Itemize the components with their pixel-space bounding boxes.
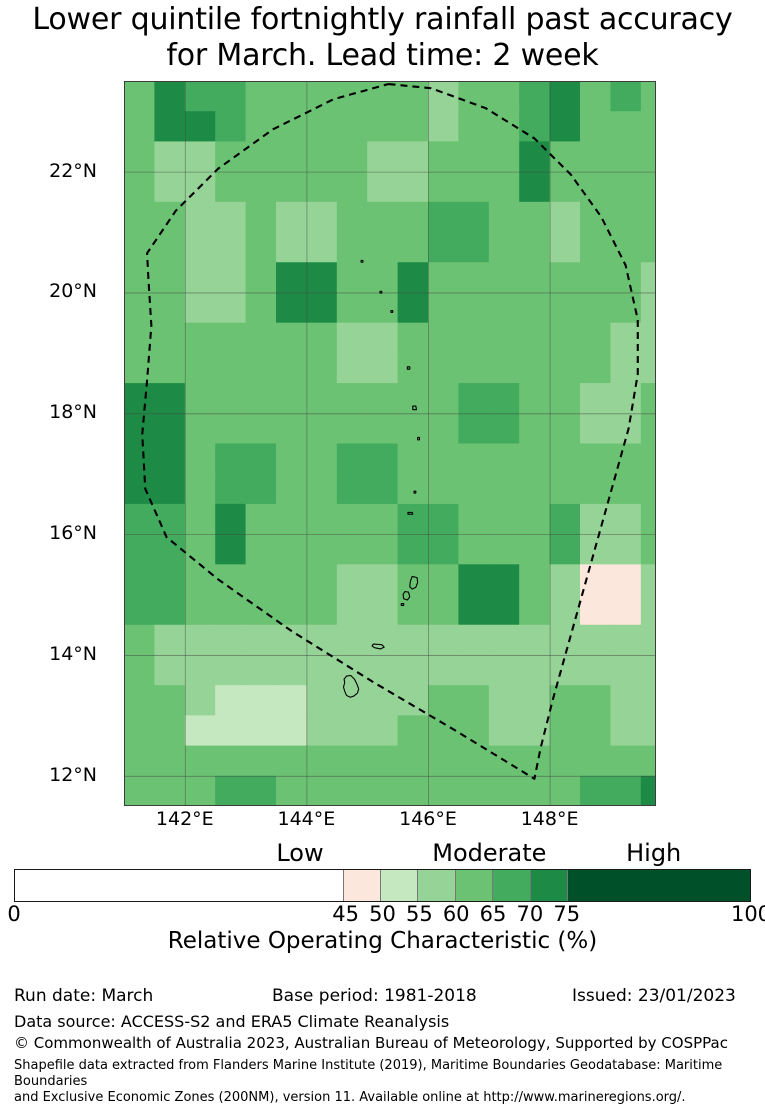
colorbar-category-high: High xyxy=(626,839,682,867)
shapefile-line-1: Shapefile data extracted from Flanders M… xyxy=(14,1058,723,1089)
colorbar-tick-50: 50 xyxy=(369,902,396,926)
latitude-tick-1: 22°N xyxy=(49,159,97,182)
colorbar-segment-50-55[interactable] xyxy=(380,870,418,901)
colorbar-segment-55-60[interactable] xyxy=(417,870,455,901)
longitude-tick-2: 144°E xyxy=(277,808,336,830)
colorbar-tick-70: 70 xyxy=(516,902,544,926)
colorbar-tick-45: 45 xyxy=(332,902,359,926)
run-date: Run date: March xyxy=(14,986,154,1006)
colorbar-category-low: Low xyxy=(276,839,324,867)
shapefile-attribution: Shapefile data extracted from Flanders M… xyxy=(14,1058,754,1106)
longitude-tick-4: 148°E xyxy=(520,808,579,830)
title-line-2: for March. Lead time: 2 week xyxy=(166,38,599,73)
roc-heatmap-canvas[interactable] xyxy=(124,81,656,806)
colorbar-tick-labels: 0 45 50 55 60 65 70 75 100 xyxy=(0,902,765,928)
colorbar[interactable] xyxy=(14,869,751,902)
colorbar-segment-65-70[interactable] xyxy=(492,870,530,901)
copyright-line: © Commonwealth of Australia 2023, Austra… xyxy=(14,1034,728,1052)
metadata-row: Run date: March Base period: 1981-2018 I… xyxy=(0,985,765,1009)
colorbar-tick-0: 0 xyxy=(7,902,21,926)
colorbar-tick-65: 65 xyxy=(479,902,507,926)
colorbar-tick-55: 55 xyxy=(405,902,433,926)
longitude-tick-1: 142°E xyxy=(155,808,214,830)
colorbar-tick-75: 75 xyxy=(553,902,581,926)
colorbar-segment-0-45[interactable] xyxy=(15,870,343,901)
colorbar-segment-75-100[interactable] xyxy=(567,870,751,901)
page-title: Lower quintile fortnightly rainfall past… xyxy=(0,0,765,74)
colorbar-tick-100: 100 xyxy=(730,902,765,926)
latitude-tick-4: 16°N xyxy=(49,522,97,545)
latitude-tick-6: 12°N xyxy=(49,763,97,786)
colorbar-segment-45-50[interactable] xyxy=(342,870,380,901)
colorbar-segment-70-75[interactable] xyxy=(529,870,568,901)
colorbar-category-moderate: Moderate xyxy=(432,839,547,867)
colorbar-segment-60-65[interactable] xyxy=(454,870,493,901)
issued-date: Issued: 23/01/2023 xyxy=(572,986,736,1006)
latitude-tick-3: 18°N xyxy=(49,401,97,424)
base-period: Base period: 1981-2018 xyxy=(272,986,477,1006)
latitude-tick-5: 14°N xyxy=(49,642,97,665)
colorbar-tick-60: 60 xyxy=(442,902,470,926)
longitude-tick-3: 146°E xyxy=(399,808,457,830)
data-source-line: Data source: ACCESS-S2 and ERA5 Climate … xyxy=(14,1012,450,1031)
colorbar-category-labels: Low Moderate High xyxy=(0,840,765,868)
title-line-1: Lower quintile fortnightly rainfall past… xyxy=(32,2,733,37)
colorbar-segments[interactable] xyxy=(14,869,751,902)
colorbar-axis-label: Relative Operating Characteristic (%) xyxy=(167,928,598,954)
shapefile-line-2: and Exclusive Economic Zones (200NM), ve… xyxy=(14,1090,686,1105)
latitude-tick-2: 20°N xyxy=(49,280,97,303)
roc-map[interactable] xyxy=(124,81,656,806)
